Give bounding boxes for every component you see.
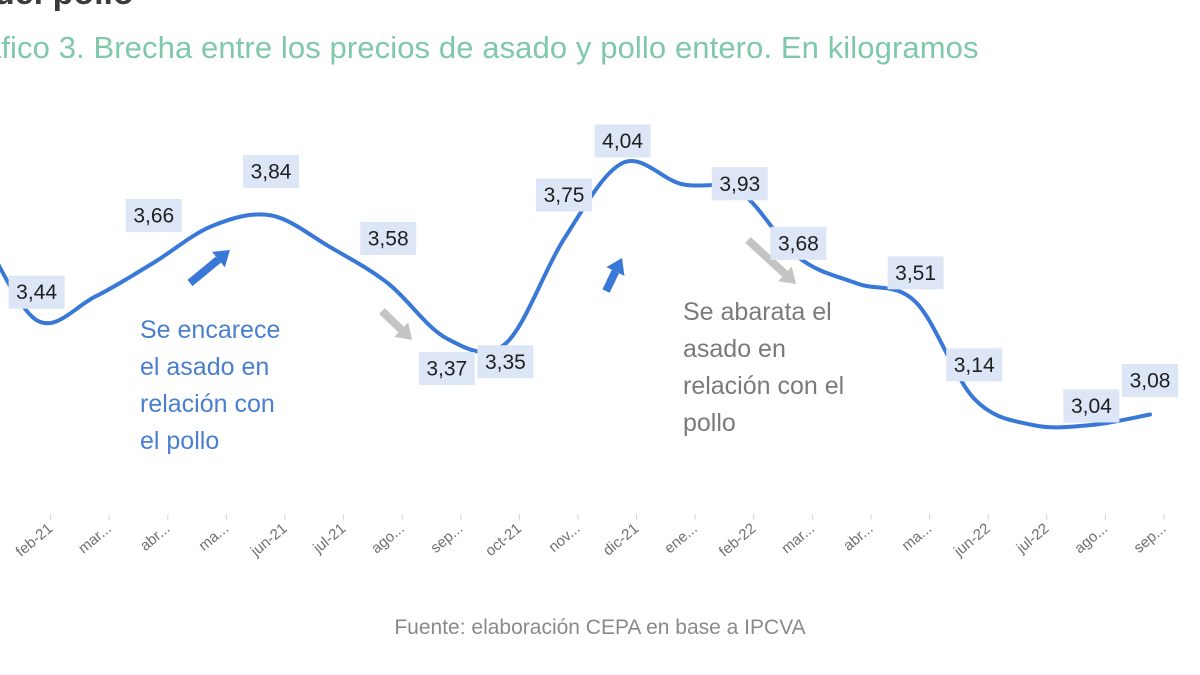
chart-title: áfico 3. Brecha entre los precios de asa…: [0, 30, 979, 65]
down-arrow-icon: [745, 237, 796, 284]
data-label: 3,35: [477, 345, 534, 379]
data-label-text: 3,75: [544, 184, 585, 207]
x-tick-label: jun-21: [247, 520, 291, 560]
x-tick-label: jul-21: [309, 520, 349, 557]
data-label: 3,37: [418, 352, 475, 386]
x-tick-label: feb-21: [13, 520, 57, 560]
data-label-text: 3,66: [133, 205, 174, 228]
x-tick-label: nov...: [545, 520, 583, 556]
data-label-background: [946, 348, 1003, 382]
cut-section-heading: del pollo: [0, 0, 134, 13]
x-tick-label: mar...: [778, 520, 818, 557]
data-label-text: 3,58: [368, 228, 409, 251]
data-label: 3,44: [8, 275, 65, 309]
data-label-text: 3,93: [719, 173, 760, 196]
data-label-text: 3,08: [1130, 370, 1171, 393]
data-label-background: [125, 199, 182, 233]
data-label: 3,14: [946, 348, 1003, 382]
annotation-line: el pollo: [140, 427, 219, 455]
data-label-background: [360, 222, 417, 256]
data-label-text: 3,68: [778, 232, 819, 255]
source-note: Fuente: elaboración CEPA en base a IPCVA: [394, 616, 806, 639]
annotation-line: Se abarata el: [683, 298, 832, 326]
annotation-line: relación con el: [683, 372, 844, 400]
annotation-encarece: Se encarece el asado en relación con el pol…: [140, 316, 280, 455]
data-label-background: [770, 226, 827, 260]
up-arrow-icon: [187, 250, 230, 287]
x-tick-label: ma...: [899, 520, 935, 554]
data-label: 3,04: [1063, 389, 1120, 423]
data-label-background: [243, 154, 299, 188]
data-label-background: [418, 352, 475, 386]
x-tick-label: ago...: [368, 520, 408, 557]
data-label-background: [536, 178, 592, 212]
data-label: 3,75: [536, 178, 592, 212]
annotation-line: asado en: [683, 335, 786, 363]
data-label-background: [1063, 389, 1120, 423]
data-label-background: [594, 124, 651, 158]
data-label-background: [887, 256, 944, 290]
data-label-background: [1122, 364, 1178, 398]
data-label-text: 4,04: [602, 130, 643, 153]
x-tick-label: feb-22: [716, 520, 760, 560]
data-label: 3,68: [770, 226, 827, 260]
data-label-text: 3,04: [1071, 395, 1112, 418]
x-tick-label: jul-22: [1013, 520, 1053, 557]
annotation-line: pollo: [683, 409, 736, 437]
data-label-text: 3,44: [16, 281, 57, 304]
data-label-text: 3,14: [954, 354, 995, 377]
data-label-background: [477, 345, 534, 379]
data-label: 3,58: [360, 222, 417, 256]
data-label-text: 3,84: [251, 160, 292, 183]
x-tick-label: abr...: [137, 520, 173, 554]
data-label-background: [8, 275, 65, 309]
down-arrow-icon: [379, 308, 412, 340]
series-line: [0, 159, 1152, 430]
x-tick-label: sep...: [1131, 520, 1170, 557]
data-label: 3,84: [243, 154, 299, 188]
data-label: 3,51: [887, 256, 944, 290]
annotation-line: Se encarece: [140, 316, 280, 344]
x-tick-label: dic-21: [600, 520, 642, 559]
annotation-line: relación con: [140, 390, 275, 418]
annotation-line: el asado en: [140, 353, 269, 381]
annotation-abarata: Se abarata el asado en relación con el poll…: [683, 298, 844, 437]
x-tick-label: sep...: [427, 520, 466, 557]
x-tick-label: mar...: [75, 520, 115, 557]
data-label: 4,04: [594, 124, 651, 158]
x-tick-label: ago...: [1071, 520, 1111, 557]
x-tick-label: oct-21: [482, 520, 525, 560]
data-label-text: 3,35: [485, 351, 526, 374]
data-label-background: [711, 167, 768, 201]
data-label-text: 3,37: [426, 358, 467, 381]
data-label: 3,93: [711, 167, 768, 201]
x-tick-label: jun-22: [950, 520, 994, 560]
data-label: 3,66: [125, 199, 182, 233]
x-tick-label: abr...: [840, 520, 876, 554]
x-tick-label: ma...: [196, 520, 232, 554]
data-label: 3,08: [1122, 364, 1178, 398]
data-label-text: 3,51: [895, 262, 936, 285]
x-tick-label: ene...: [661, 520, 701, 557]
up-arrow-icon: [602, 258, 625, 293]
